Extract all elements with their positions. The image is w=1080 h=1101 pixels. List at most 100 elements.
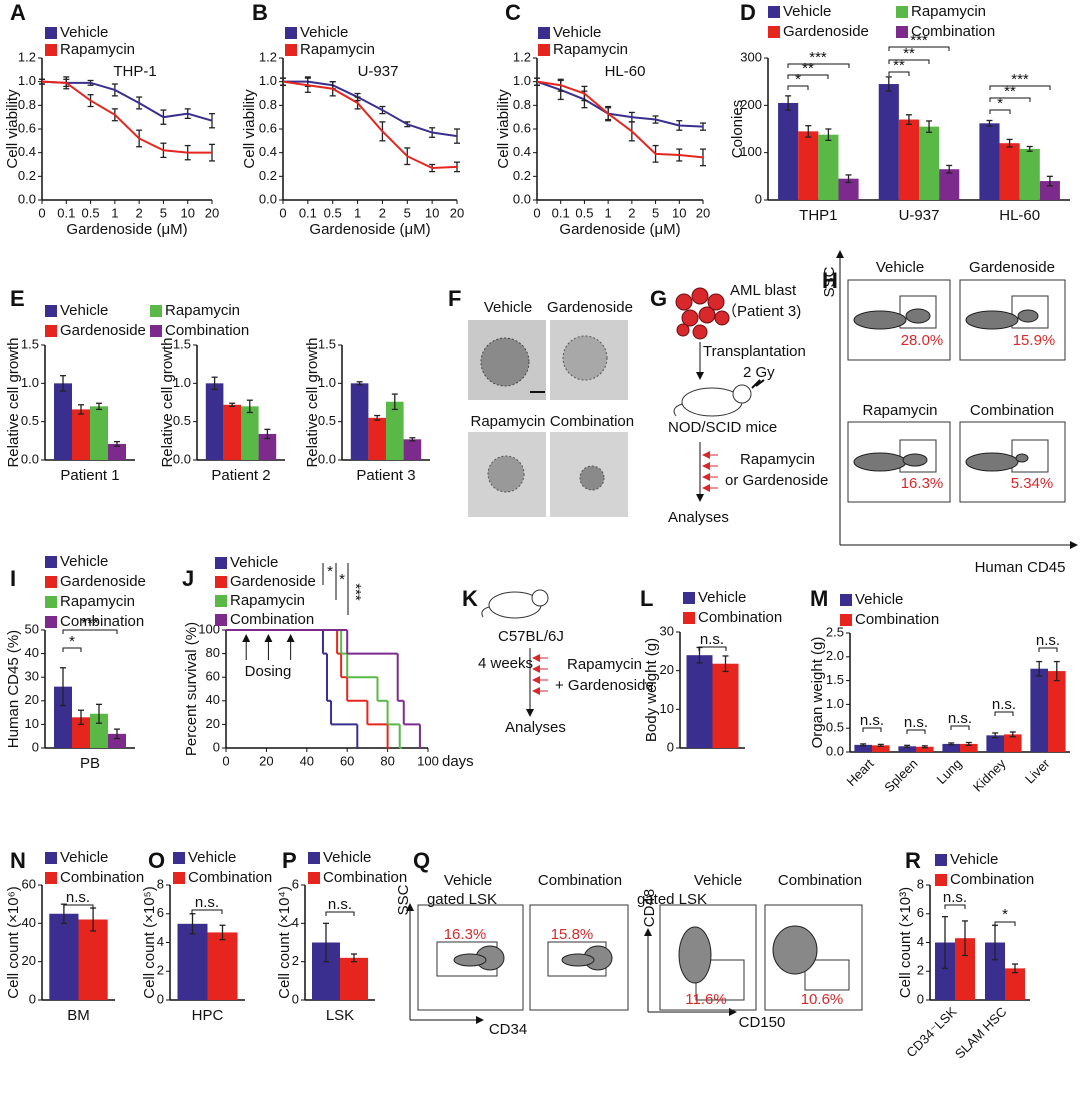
label: Rapamycin <box>567 656 642 673</box>
y-tick-label: 0 <box>755 191 762 206</box>
bar <box>898 119 919 200</box>
bar <box>979 123 1000 200</box>
bar <box>72 409 90 460</box>
y-tick-label: 10 <box>660 701 674 716</box>
label: 2 Gy <box>743 364 775 381</box>
panel-letter: L <box>640 586 653 611</box>
x-tick-label: Lung <box>933 756 964 787</box>
legend-swatch <box>768 26 780 38</box>
y-tick-label: 1.5 <box>826 672 844 687</box>
legend-label: Vehicle <box>60 302 108 319</box>
label: NOD/SCID mice <box>668 419 777 436</box>
y-axis-label: Human CD45 (%) <box>5 630 22 748</box>
bar <box>1019 148 1040 200</box>
bar <box>955 938 975 1000</box>
gate-percent: 28.0% <box>901 332 944 349</box>
legend-label: Rapamycin <box>911 3 986 20</box>
y-tick-label: 40 <box>22 915 36 930</box>
gate-percent: 5.34% <box>1011 475 1054 492</box>
series-line <box>283 80 458 138</box>
panel-g: AML blast （Patient 3) Transplantation 2 … <box>668 282 828 526</box>
annotation: *** <box>81 615 99 632</box>
x-tick-label: 0 <box>533 205 540 220</box>
bar <box>350 383 369 460</box>
significance-bracket <box>888 46 950 51</box>
legend-label: Rapamycin <box>230 592 305 609</box>
legend-label: Rapamycin <box>553 41 628 58</box>
y-tick-label: 30 <box>25 669 39 684</box>
x-tick-label: 0 <box>222 753 229 768</box>
x-axis-label: days <box>442 753 474 770</box>
significance-bracket <box>698 646 727 651</box>
significance-bracket <box>989 97 1031 102</box>
legend-label: Combination <box>911 23 995 40</box>
legend-swatch <box>45 44 57 56</box>
legend-label: Vehicle <box>230 554 278 571</box>
significance-bracket <box>787 63 850 68</box>
y-tick-label: 1.2 <box>18 49 36 64</box>
plot-label: gated LSK <box>637 891 707 908</box>
bar <box>258 433 277 460</box>
bar <box>223 404 241 460</box>
x-tick-label: Liver <box>1022 755 1053 786</box>
y-tick-label: 8 <box>157 876 164 891</box>
colony <box>480 337 530 387</box>
legend-swatch <box>935 854 947 866</box>
y-tick-label: 1.0 <box>513 73 531 88</box>
x-tick-label: 2 <box>628 205 635 220</box>
x-tick-label: 5 <box>652 205 659 220</box>
label: Transplantation <box>703 343 806 360</box>
label: （Patient 3) <box>722 303 801 320</box>
gate-percent: 16.3% <box>901 475 944 492</box>
annotation: n.s. <box>948 710 972 727</box>
x-tick-label: CD34⁻LSK <box>903 1004 960 1061</box>
x-tick-label: 40 <box>300 753 314 768</box>
gate-percent: 16.3% <box>444 926 487 943</box>
mouse-tail <box>481 606 490 618</box>
bar <box>818 134 839 200</box>
legend-label: Combination <box>165 322 249 339</box>
x-tick-label: 0.1 <box>299 205 317 220</box>
y-tick-label: 4 <box>157 934 164 949</box>
legend-swatch <box>150 305 162 317</box>
legend-label: Vehicle <box>553 24 601 41</box>
y-tick-label: 1.0 <box>259 73 277 88</box>
bar <box>340 957 368 1000</box>
y-tick-label: 0.0 <box>18 191 36 206</box>
bar <box>403 439 422 460</box>
panel-letter: D <box>740 0 756 25</box>
label: 4 weeks <box>478 655 533 672</box>
y-tick-label: 40 <box>25 645 39 660</box>
plot-label: gated LSK <box>427 891 497 908</box>
x-tick-label: HPC <box>192 1007 224 1024</box>
legend-label: Gardenoside <box>60 322 146 339</box>
axis-label: CD34 <box>489 1021 527 1038</box>
significance-bracket <box>994 921 1016 926</box>
bar <box>854 744 872 752</box>
y-tick-label: 0.6 <box>259 120 277 135</box>
bar <box>960 743 978 752</box>
x-tick-label: 1 <box>354 205 361 220</box>
bar <box>1030 668 1048 752</box>
dosing-arrows <box>532 654 548 695</box>
y-tick-label: 2.5 <box>826 624 844 639</box>
bar <box>108 733 126 748</box>
y-axis-label: Colonies <box>729 100 746 158</box>
legend-label: Vehicle <box>188 849 236 866</box>
annotation: n.s. <box>992 696 1016 713</box>
panel-letter: F <box>448 286 461 311</box>
cells <box>675 287 730 340</box>
y-tick-label: 60 <box>206 669 220 684</box>
y-tick-label: 2.0 <box>826 648 844 663</box>
mouse-tail <box>673 403 683 417</box>
annotation: ** <box>1004 83 1016 100</box>
y-tick-label: 4 <box>292 915 299 930</box>
x-tick-label: THP1 <box>799 207 837 224</box>
annotation: n.s. <box>1036 632 1060 649</box>
bar <box>1005 968 1025 1000</box>
annotation: n.s. <box>700 631 724 648</box>
significance-bracket <box>787 85 809 90</box>
legend-swatch <box>896 26 908 38</box>
y-tick-label: 0 <box>292 991 299 1006</box>
